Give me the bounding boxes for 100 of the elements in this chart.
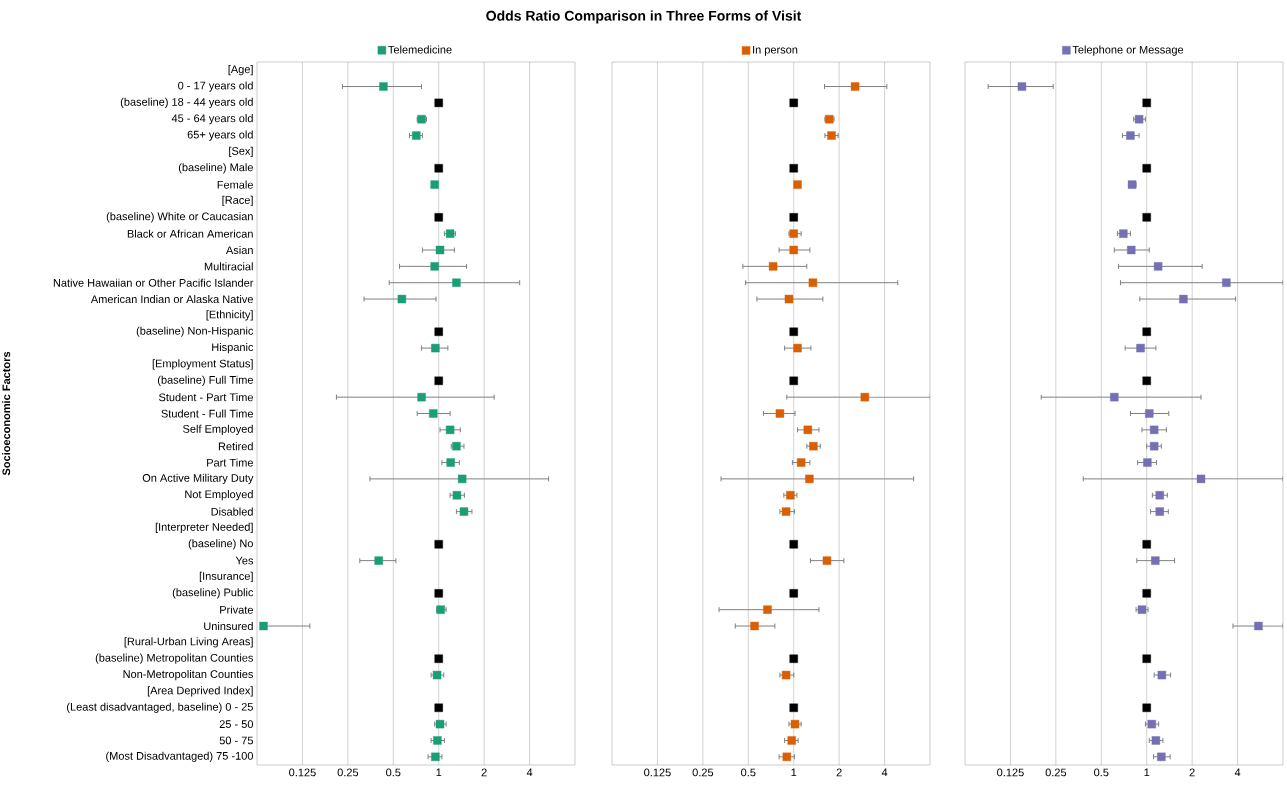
point	[430, 180, 439, 189]
point	[434, 98, 443, 108]
y-tick-label: (baseline) Metropolitan Counties	[95, 653, 254, 664]
point	[781, 670, 791, 680]
y-tick-label: Hispanic	[212, 342, 254, 354]
x-tick-label: 0.5	[741, 768, 756, 777]
y-tick-label: Private	[220, 605, 253, 614]
x-tick-label: 2	[481, 768, 487, 777]
y-tick-label: [Insurance]	[199, 571, 253, 583]
point	[434, 376, 443, 385]
point	[433, 736, 442, 745]
y-tick-label: 65+ years old	[187, 130, 253, 141]
y-tick-label: American Indian or Alaska Native	[90, 295, 253, 304]
text: Odds Ratio Comparison in Three Forms of Visit	[486, 10, 802, 24]
y-tick-label: [Age]	[228, 65, 253, 76]
y-tick-label: Self Employed	[183, 424, 253, 435]
y-tick-label: Black or African American	[127, 229, 253, 238]
y-tick-label: [Sex]	[229, 146, 253, 158]
y-tick-label: Non-Metropolitan Counties	[123, 669, 254, 681]
point	[789, 229, 798, 238]
point	[434, 213, 443, 222]
point	[789, 164, 798, 173]
x-tick-label: 0.125	[289, 768, 316, 777]
y-tick-label: [Race]	[222, 195, 253, 207]
point	[434, 540, 443, 549]
point	[434, 164, 443, 173]
x-tick-label: 0.5	[1094, 768, 1109, 777]
y-axis-title: Socioeconomic Factors	[2, 351, 11, 476]
y-tick-label: [Employment Status]	[152, 359, 253, 370]
point	[434, 589, 443, 598]
y-tick-label: Uninsured	[204, 621, 253, 631]
point	[827, 131, 836, 140]
point	[789, 589, 798, 598]
y-tick-label: (Least disadvantaged, baseline) 0 - 25	[67, 702, 253, 713]
y-tick-label: On Active Military Duty	[142, 473, 254, 485]
y-tick-label: Retired	[218, 442, 253, 451]
legend-label: In person	[753, 45, 798, 56]
point	[781, 507, 791, 516]
y-tick-label: Asian	[225, 245, 253, 255]
y-tick-label: [Area Deprived Index]	[147, 686, 253, 697]
point	[789, 327, 798, 336]
point	[787, 736, 796, 745]
x-tick-label: 0.25	[337, 768, 359, 777]
point	[431, 343, 440, 353]
x-tick-label: 2	[836, 768, 842, 777]
x-tick-label: 4	[1234, 768, 1241, 777]
point	[784, 294, 794, 304]
point	[782, 752, 792, 762]
y-tick-label: (Most Disadvantaged) 75 -100	[106, 751, 253, 762]
point	[434, 703, 443, 712]
point	[430, 262, 439, 271]
y-tick-label: Multiracial	[204, 262, 253, 271]
point	[822, 556, 832, 565]
point	[789, 376, 798, 385]
y-tick-label: (baseline) Public	[172, 588, 254, 599]
x-tick-label: 0.125	[644, 768, 671, 777]
y-tick-label: Student - Part Time	[159, 393, 253, 402]
point	[431, 752, 440, 762]
x-tick-label: 4	[881, 768, 888, 777]
y-tick-label: Part Time	[207, 458, 253, 467]
point	[789, 213, 798, 222]
y-tick-label: 25 - 50	[219, 720, 254, 729]
x-tick-label: 2	[1189, 768, 1195, 777]
point	[789, 703, 798, 712]
point	[786, 491, 795, 500]
point	[434, 327, 443, 336]
y-tick-label: [Interpreter Needed]	[155, 522, 253, 534]
x-tick-label: 0.125	[997, 768, 1024, 777]
y-tick-label: Native Hawaiian or Other Pacific Islander	[53, 278, 254, 287]
point	[789, 98, 798, 108]
x-tick-label: 1	[1144, 768, 1150, 777]
y-tick-label: (baseline) White or Caucasian	[106, 212, 253, 223]
y-tick-label: [Ethnicity]	[206, 310, 253, 321]
y-tick-label: (baseline) 18 - 44 years old	[120, 97, 253, 108]
point	[417, 392, 426, 402]
point	[793, 180, 802, 189]
y-tick-label: [Rural-Urban Living Areas]	[124, 637, 253, 648]
x-tick-label: 4	[526, 768, 533, 777]
point	[412, 131, 421, 140]
y-tick-label: (baseline) Male	[178, 163, 253, 174]
point	[796, 458, 806, 467]
point	[789, 540, 798, 549]
x-tick-label: 1	[436, 768, 442, 777]
point	[789, 245, 798, 255]
y-tick-label: (baseline) No	[188, 539, 253, 550]
y-tick-label: (baseline) Non-Hispanic	[136, 326, 254, 337]
point	[432, 670, 442, 680]
point	[793, 343, 802, 353]
y-tick-label: Student - Full Time	[161, 409, 253, 418]
y-tick-label: Not Employed	[185, 490, 253, 501]
point	[435, 245, 445, 255]
point	[434, 654, 443, 663]
y-tick-label: Female	[217, 180, 253, 189]
x-tick-label: 1	[791, 768, 797, 777]
x-tick-label: 0.25	[1045, 768, 1067, 777]
y-tick-label: 50 - 75	[219, 736, 253, 745]
y-tick-label: Disabled	[211, 507, 253, 516]
point	[429, 409, 438, 418]
legend-label: Telemedicine	[388, 45, 452, 54]
y-tick-label: 45 - 64 years old	[171, 114, 253, 125]
